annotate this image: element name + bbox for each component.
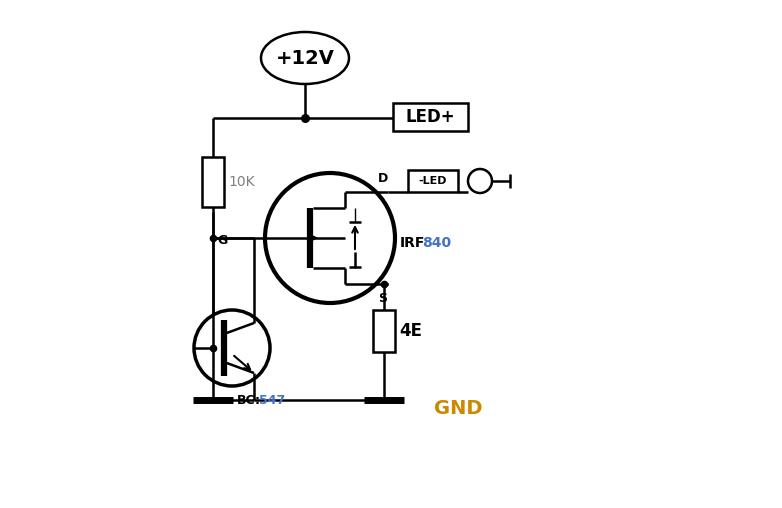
Text: LED+: LED+ bbox=[406, 108, 455, 126]
Text: GND: GND bbox=[434, 398, 482, 418]
Text: S: S bbox=[378, 292, 388, 304]
Text: 4E: 4E bbox=[399, 322, 422, 340]
Text: D: D bbox=[378, 172, 388, 184]
Bar bbox=[393, 103, 468, 131]
Text: BC: BC bbox=[237, 395, 256, 407]
Bar bbox=[373, 310, 395, 352]
Bar bbox=[202, 157, 224, 207]
Text: +12V: +12V bbox=[275, 48, 335, 68]
Circle shape bbox=[468, 169, 492, 193]
Bar bbox=[408, 170, 458, 192]
Text: -LED: -LED bbox=[418, 176, 447, 186]
Text: IRF: IRF bbox=[400, 236, 425, 250]
Circle shape bbox=[265, 173, 395, 303]
Text: 547: 547 bbox=[259, 395, 285, 407]
Text: G: G bbox=[217, 234, 228, 246]
Text: :: : bbox=[255, 395, 260, 407]
Ellipse shape bbox=[261, 32, 349, 84]
Circle shape bbox=[194, 310, 270, 386]
Text: 10K: 10K bbox=[228, 175, 255, 189]
Text: 840: 840 bbox=[422, 236, 451, 250]
